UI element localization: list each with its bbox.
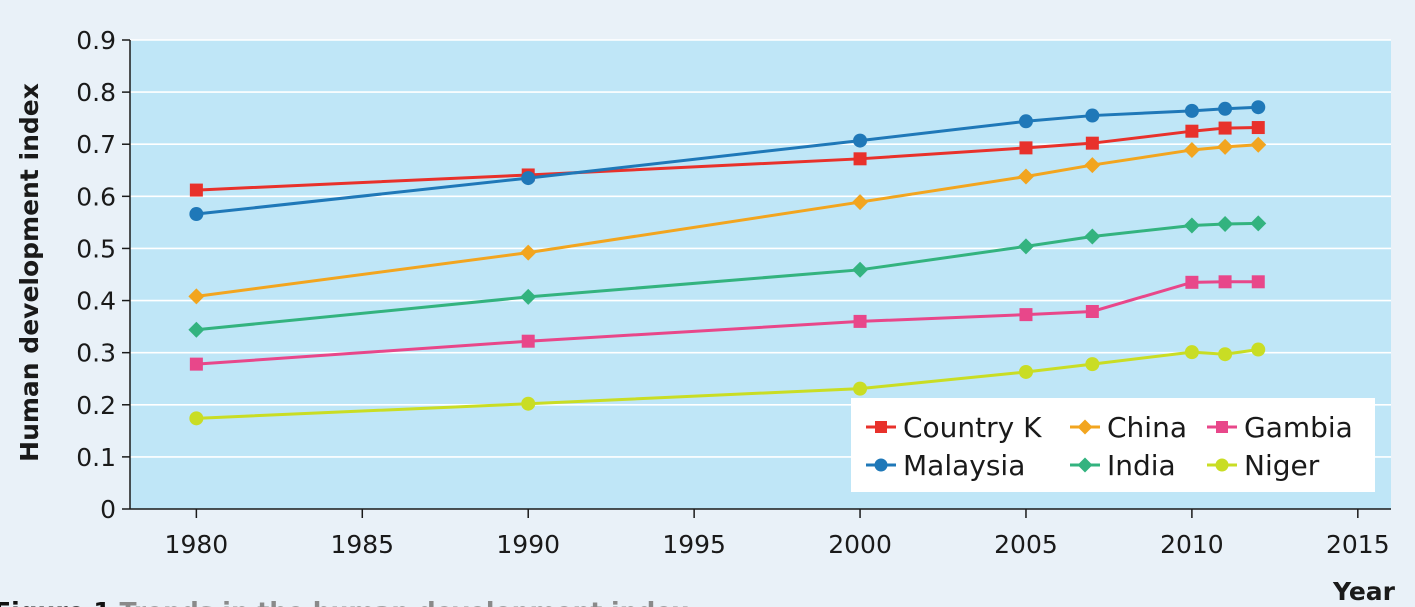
x-tick-label: 1985 — [330, 530, 394, 559]
legend-label: Malaysia — [903, 449, 1025, 482]
series-malaysia — [189, 100, 1266, 222]
series-niger — [189, 342, 1266, 426]
data-point — [1251, 121, 1265, 135]
data-point — [1085, 304, 1099, 318]
legend-label: China — [1107, 411, 1187, 444]
data-point — [520, 244, 537, 261]
data-point — [188, 321, 205, 338]
x-tick-label: 1990 — [496, 530, 560, 559]
figure-caption: Figure 1 Trends in the human development… — [0, 597, 688, 607]
y-tick-label: 0 — [100, 495, 116, 524]
data-point — [520, 288, 537, 305]
y-tick-label: 0.9 — [76, 26, 116, 55]
data-point — [1218, 101, 1233, 116]
y-axis-title: Human development index — [15, 83, 44, 462]
legend-item: Niger — [1207, 449, 1320, 482]
series-gambia — [189, 275, 1265, 371]
data-point — [1251, 342, 1266, 357]
y-tick-label: 0.1 — [76, 443, 116, 472]
x-axis-title: Year — [1332, 577, 1396, 606]
data-point — [1085, 136, 1099, 150]
legend-label: Niger — [1244, 449, 1320, 482]
x-tick-label: 2015 — [1326, 530, 1390, 559]
x-tick-label: 1995 — [662, 530, 726, 559]
data-point — [1217, 138, 1234, 155]
legend-label: India — [1107, 449, 1176, 482]
data-point — [521, 171, 536, 186]
data-point — [1085, 357, 1100, 372]
x-tick-label: 2010 — [1160, 530, 1224, 559]
data-point — [1184, 345, 1199, 360]
x-tick-label: 2000 — [828, 530, 892, 559]
legend-item: Gambia — [1207, 411, 1353, 444]
data-point — [1217, 215, 1234, 232]
data-point — [853, 381, 868, 396]
data-point — [852, 194, 869, 211]
legend-swatch-marker — [1077, 419, 1093, 435]
legend-swatch-marker — [1077, 457, 1093, 473]
data-point — [1018, 114, 1033, 129]
data-point — [521, 334, 535, 348]
data-point — [1218, 121, 1232, 135]
data-point — [1218, 275, 1232, 289]
y-tick-label: 0.5 — [76, 234, 116, 263]
data-point — [1084, 157, 1101, 174]
series-india — [188, 215, 1267, 338]
data-point — [188, 288, 205, 305]
legend-item: India — [1070, 449, 1176, 482]
legend-swatch-marker — [874, 458, 888, 472]
legend-label: Country K — [903, 411, 1042, 444]
data-point — [1084, 228, 1101, 245]
data-point — [189, 183, 203, 197]
data-point — [1019, 308, 1033, 322]
x-tick-label: 2005 — [994, 530, 1058, 559]
legend-swatch-marker — [1215, 458, 1229, 472]
data-point — [1185, 124, 1199, 138]
data-point — [853, 152, 867, 166]
legend-item: China — [1070, 411, 1187, 444]
figure-caption-label: Figure 1 — [0, 597, 119, 607]
data-point — [189, 357, 203, 371]
data-point — [1183, 141, 1200, 158]
data-point — [1250, 136, 1267, 153]
data-point — [189, 411, 204, 426]
data-point — [1183, 217, 1200, 234]
data-point — [1017, 238, 1034, 255]
data-point — [853, 314, 867, 328]
x-tick-label: 1980 — [165, 530, 229, 559]
data-point — [1251, 100, 1266, 115]
figure-caption-text: Trends in the human development index — [119, 597, 688, 607]
data-point — [1019, 141, 1033, 155]
legend-item: Country K — [866, 411, 1042, 444]
legend-swatch-marker — [875, 421, 887, 433]
y-tick-label: 0.6 — [76, 182, 116, 211]
legend-label: Gambia — [1244, 411, 1353, 444]
y-tick-label: 0.8 — [76, 78, 116, 107]
data-point — [1085, 108, 1100, 123]
data-point — [1218, 347, 1233, 362]
legend-item: Malaysia — [866, 449, 1025, 482]
data-point — [1250, 215, 1267, 232]
data-point — [1017, 168, 1034, 185]
y-tick-label: 0.3 — [76, 339, 116, 368]
y-tick-label: 0.2 — [76, 391, 116, 420]
data-point — [852, 261, 869, 278]
legend-swatch-marker — [1216, 421, 1228, 433]
data-point — [1018, 364, 1033, 379]
legend-box — [851, 398, 1375, 492]
y-tick-label: 0.7 — [76, 130, 116, 159]
data-point — [853, 133, 868, 148]
data-point — [521, 396, 536, 411]
series-china — [188, 136, 1267, 305]
y-tick-label: 0.4 — [76, 287, 116, 316]
data-point — [189, 207, 204, 222]
data-point — [1185, 275, 1199, 289]
data-point — [1251, 275, 1265, 289]
data-point — [1184, 103, 1199, 118]
